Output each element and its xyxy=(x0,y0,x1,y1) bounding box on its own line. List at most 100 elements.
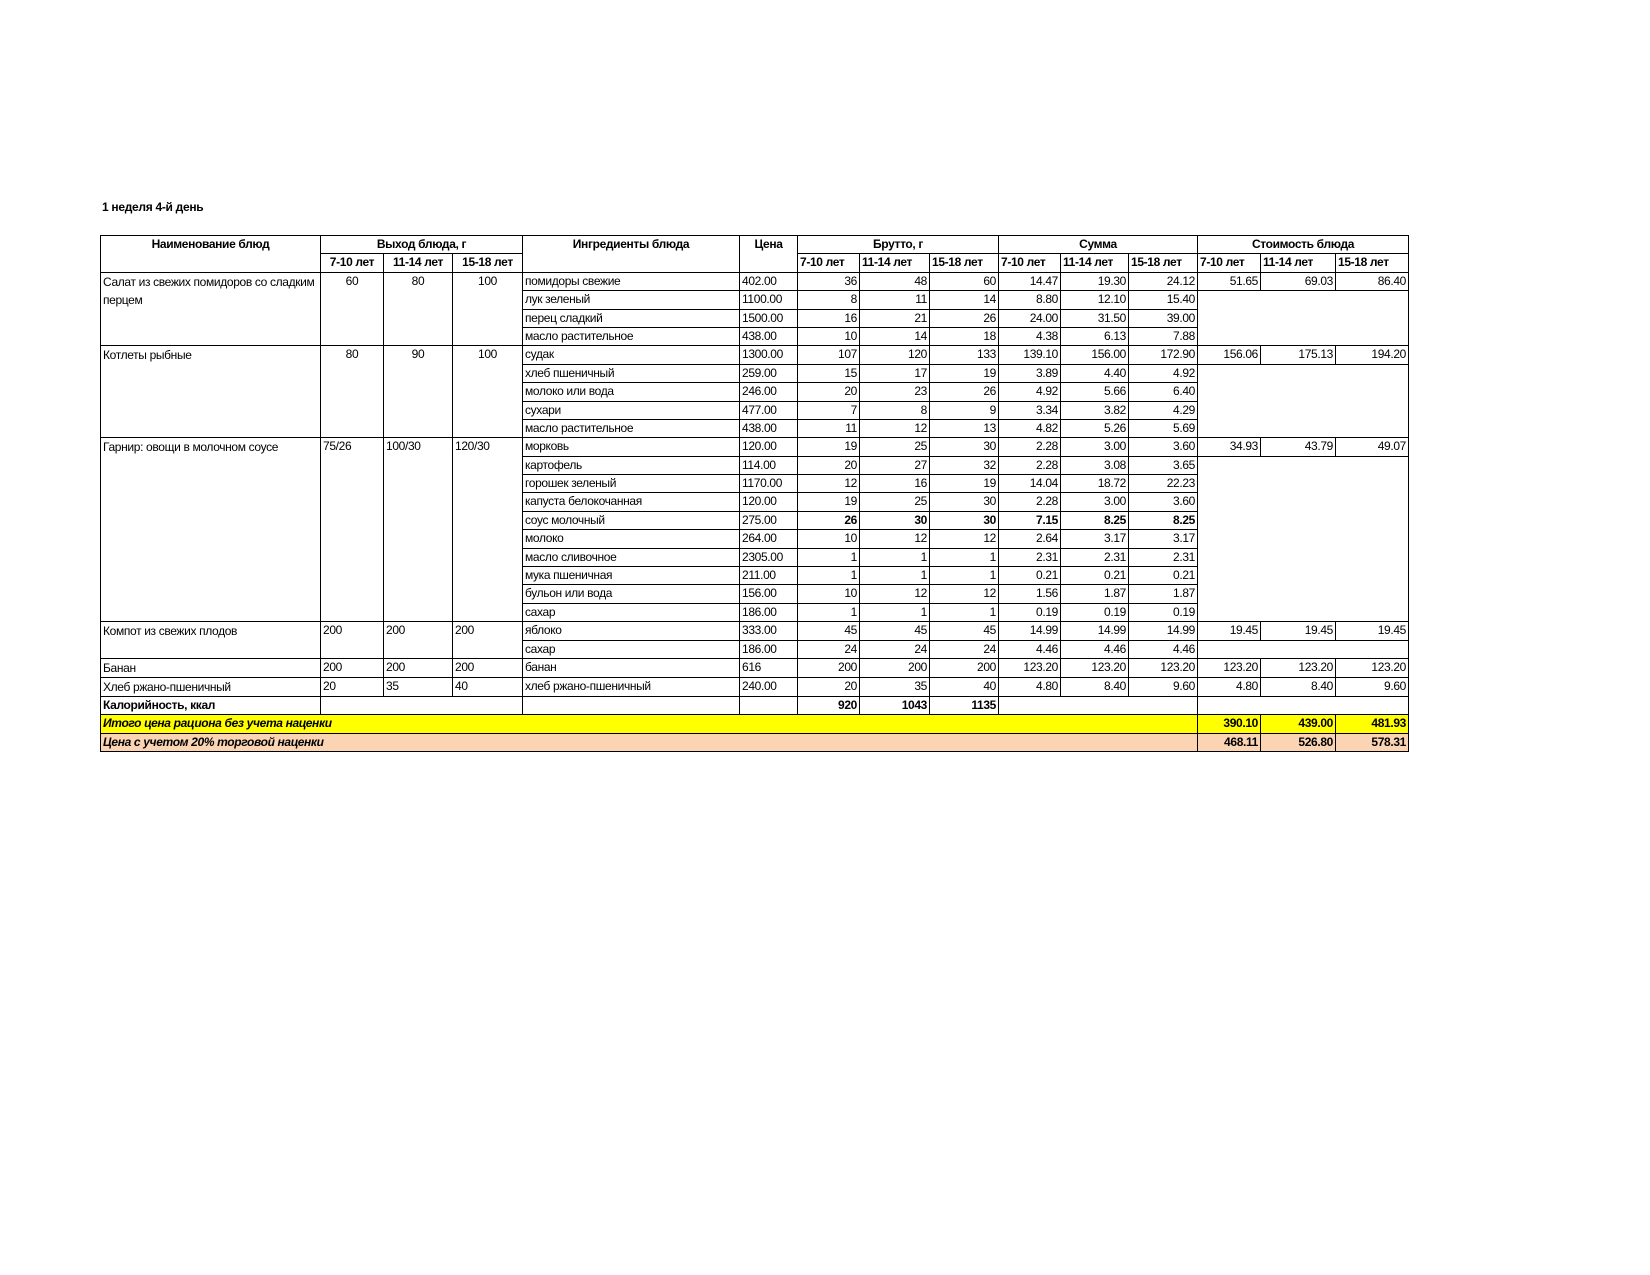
table-row: сахар 186.00 24 24 24 4.46 4.46 4.46 xyxy=(101,639,1409,659)
calories-value: 1135 xyxy=(929,695,999,716)
header-ingredients: Ингредиенты блюда xyxy=(522,235,740,273)
ingredient-sum: 3.89 xyxy=(998,363,1061,384)
calories-row: Калорийность, ккал 920 1043 1135 xyxy=(100,695,1409,716)
ingredient-gross: 18 xyxy=(929,326,999,347)
ingredient-price: 264.00 xyxy=(739,529,798,549)
header-sum: Сумма xyxy=(998,234,1198,255)
ingredient-gross: 14 xyxy=(929,290,999,310)
ingredient-gross: 9 xyxy=(929,400,999,420)
ingredient-price: 1100.00 xyxy=(739,290,798,310)
ingredient-sum: 4.92 xyxy=(998,382,1061,402)
header-gross: Брутто, г xyxy=(797,234,999,255)
dish-yield: 90 xyxy=(383,345,453,439)
ingredient-name: хлеб ржано-пшеничный xyxy=(522,676,740,697)
ingredient-sum: 18.72 xyxy=(1060,474,1129,494)
table-row: Хлеб ржано-пшеничный 20 35 40 хлеб ржано-пше… xyxy=(100,676,1409,697)
ingredient-gross: 12 xyxy=(929,584,999,604)
ingredient-sum: 123.20 xyxy=(1060,657,1129,678)
ingredient-price: 275.00 xyxy=(739,510,798,531)
ingredient-price: 259.00 xyxy=(739,363,798,384)
table-row: хлеб пшеничный 259.00 15 17 19 3.89 4.40 4.92 xyxy=(101,363,1409,439)
ingredient-gross: 35 xyxy=(859,676,930,697)
ingredient-name: соус молочный xyxy=(522,510,740,531)
ingredient-gross: 7 xyxy=(797,400,860,420)
ingredient-sum: 3.60 xyxy=(1128,437,1198,457)
header-age-2: 11-14 лет xyxy=(383,253,453,273)
ingredient-sum: 14.04 xyxy=(998,474,1061,494)
ingredient-sum: 3.00 xyxy=(1060,492,1129,512)
ingredient-gross: 12 xyxy=(859,529,930,549)
ingredient-name: картофель xyxy=(522,455,740,476)
table-row: Салат из свежих помидоров со сладким пер… xyxy=(100,271,1409,347)
ingredient-name: масло растительное xyxy=(522,418,740,439)
ingredient-gross: 200 xyxy=(929,657,999,678)
markup-value: 468.11 xyxy=(1197,732,1261,753)
ingredient-price: 438.00 xyxy=(739,326,798,347)
header-age-1: 7-10 лет xyxy=(320,253,384,273)
dish-name: Котлеты рыбные xyxy=(100,345,321,439)
ingredient-sum: 4.46 xyxy=(1060,639,1129,659)
ingredient-sum: 0.21 xyxy=(1128,566,1198,586)
header-row-2: 7-10 лет 11-14 лет 15-18 лет 7-10 лет 11-14 … xyxy=(101,253,1409,273)
ingredient-price: 1500.00 xyxy=(739,308,798,328)
ingredient-sum: 0.19 xyxy=(998,602,1061,623)
ingredient-gross: 26 xyxy=(929,308,999,328)
header-age-3: 15-18 лет xyxy=(452,253,523,273)
dish-yield: 60 xyxy=(320,271,384,347)
ingredient-gross: 12 xyxy=(859,418,930,439)
ingredient-sum: 172.90 xyxy=(1128,345,1198,365)
ingredient-gross: 11 xyxy=(797,418,860,439)
ingredient-price: 120.00 xyxy=(739,492,798,512)
ingredient-name: яблоко xyxy=(522,621,740,641)
dish-yield: 100 xyxy=(452,271,523,347)
total-value: 481.93 xyxy=(1335,714,1409,734)
ingredient-gross: 200 xyxy=(797,657,860,678)
ingredient-gross: 12 xyxy=(797,474,860,494)
ingredient-gross: 1 xyxy=(859,566,930,586)
ingredient-price: 186.00 xyxy=(739,639,798,659)
ingredient-sum: 9.60 xyxy=(1128,676,1198,697)
header-age-3: 15-18 лет xyxy=(1128,253,1198,273)
dish-name: Компот из свежих плодов xyxy=(100,621,321,659)
ingredient-sum: 6.13 xyxy=(1060,326,1129,347)
total-value: 439.00 xyxy=(1260,714,1336,734)
ingredient-price: 1170.00 xyxy=(739,474,798,494)
dish-yield: 35 xyxy=(383,676,453,697)
ingredient-gross: 1 xyxy=(859,547,930,568)
ingredient-sum: 8.40 xyxy=(1060,676,1129,697)
ingredient-gross: 1 xyxy=(929,566,999,586)
ingredient-price: 1300.00 xyxy=(739,345,798,365)
dish-cost: 51.65 xyxy=(1197,271,1261,292)
ingredient-sum: 7.15 xyxy=(998,510,1061,531)
dish-name: Гарнир: овощи в молочном соусе xyxy=(100,437,321,623)
empty-cell xyxy=(1197,695,1409,716)
ingredient-sum: 2.31 xyxy=(1128,547,1198,568)
ingredient-gross: 24 xyxy=(797,639,860,659)
ingredient-sum: 3.60 xyxy=(1128,492,1198,512)
ingredient-gross: 27 xyxy=(859,455,930,476)
total-row: Итого цена рациона без учета наценки 390.… xyxy=(100,714,1409,734)
dish-yield: 40 xyxy=(452,676,523,697)
ingredient-gross: 25 xyxy=(859,492,930,512)
ingredient-sum: 22.23 xyxy=(1128,474,1198,494)
ingredient-sum: 123.20 xyxy=(1128,657,1198,678)
ingredient-name: сухари xyxy=(522,400,740,420)
ingredient-gross: 133 xyxy=(929,345,999,365)
table-row: Гарнир: овощи в молочном соусе 75/26 100/3… xyxy=(100,437,1409,623)
ingredient-sum: 0.21 xyxy=(1060,566,1129,586)
empty-cell xyxy=(998,695,1198,716)
ingredient-gross: 10 xyxy=(797,529,860,549)
ingredient-price: 477.00 xyxy=(739,400,798,420)
dish-name: Салат из свежих помидоров со сладким пер… xyxy=(100,271,321,347)
header-age-3: 15-18 лет xyxy=(929,253,999,273)
dish-cost: 19.45 xyxy=(1197,621,1261,641)
ingredient-gross: 30 xyxy=(929,510,999,531)
ingredient-sum: 2.28 xyxy=(998,437,1061,457)
empty-cell xyxy=(1197,363,1409,439)
header-dish: Наименование блюд xyxy=(100,235,321,273)
ingredient-sum: 3.00 xyxy=(1060,437,1129,457)
dish-cost: 19.45 xyxy=(1260,621,1336,641)
ingredient-gross: 21 xyxy=(859,308,930,328)
ingredient-name: мука пшеничная xyxy=(522,566,740,586)
ingredient-sum: 4.82 xyxy=(998,418,1061,439)
